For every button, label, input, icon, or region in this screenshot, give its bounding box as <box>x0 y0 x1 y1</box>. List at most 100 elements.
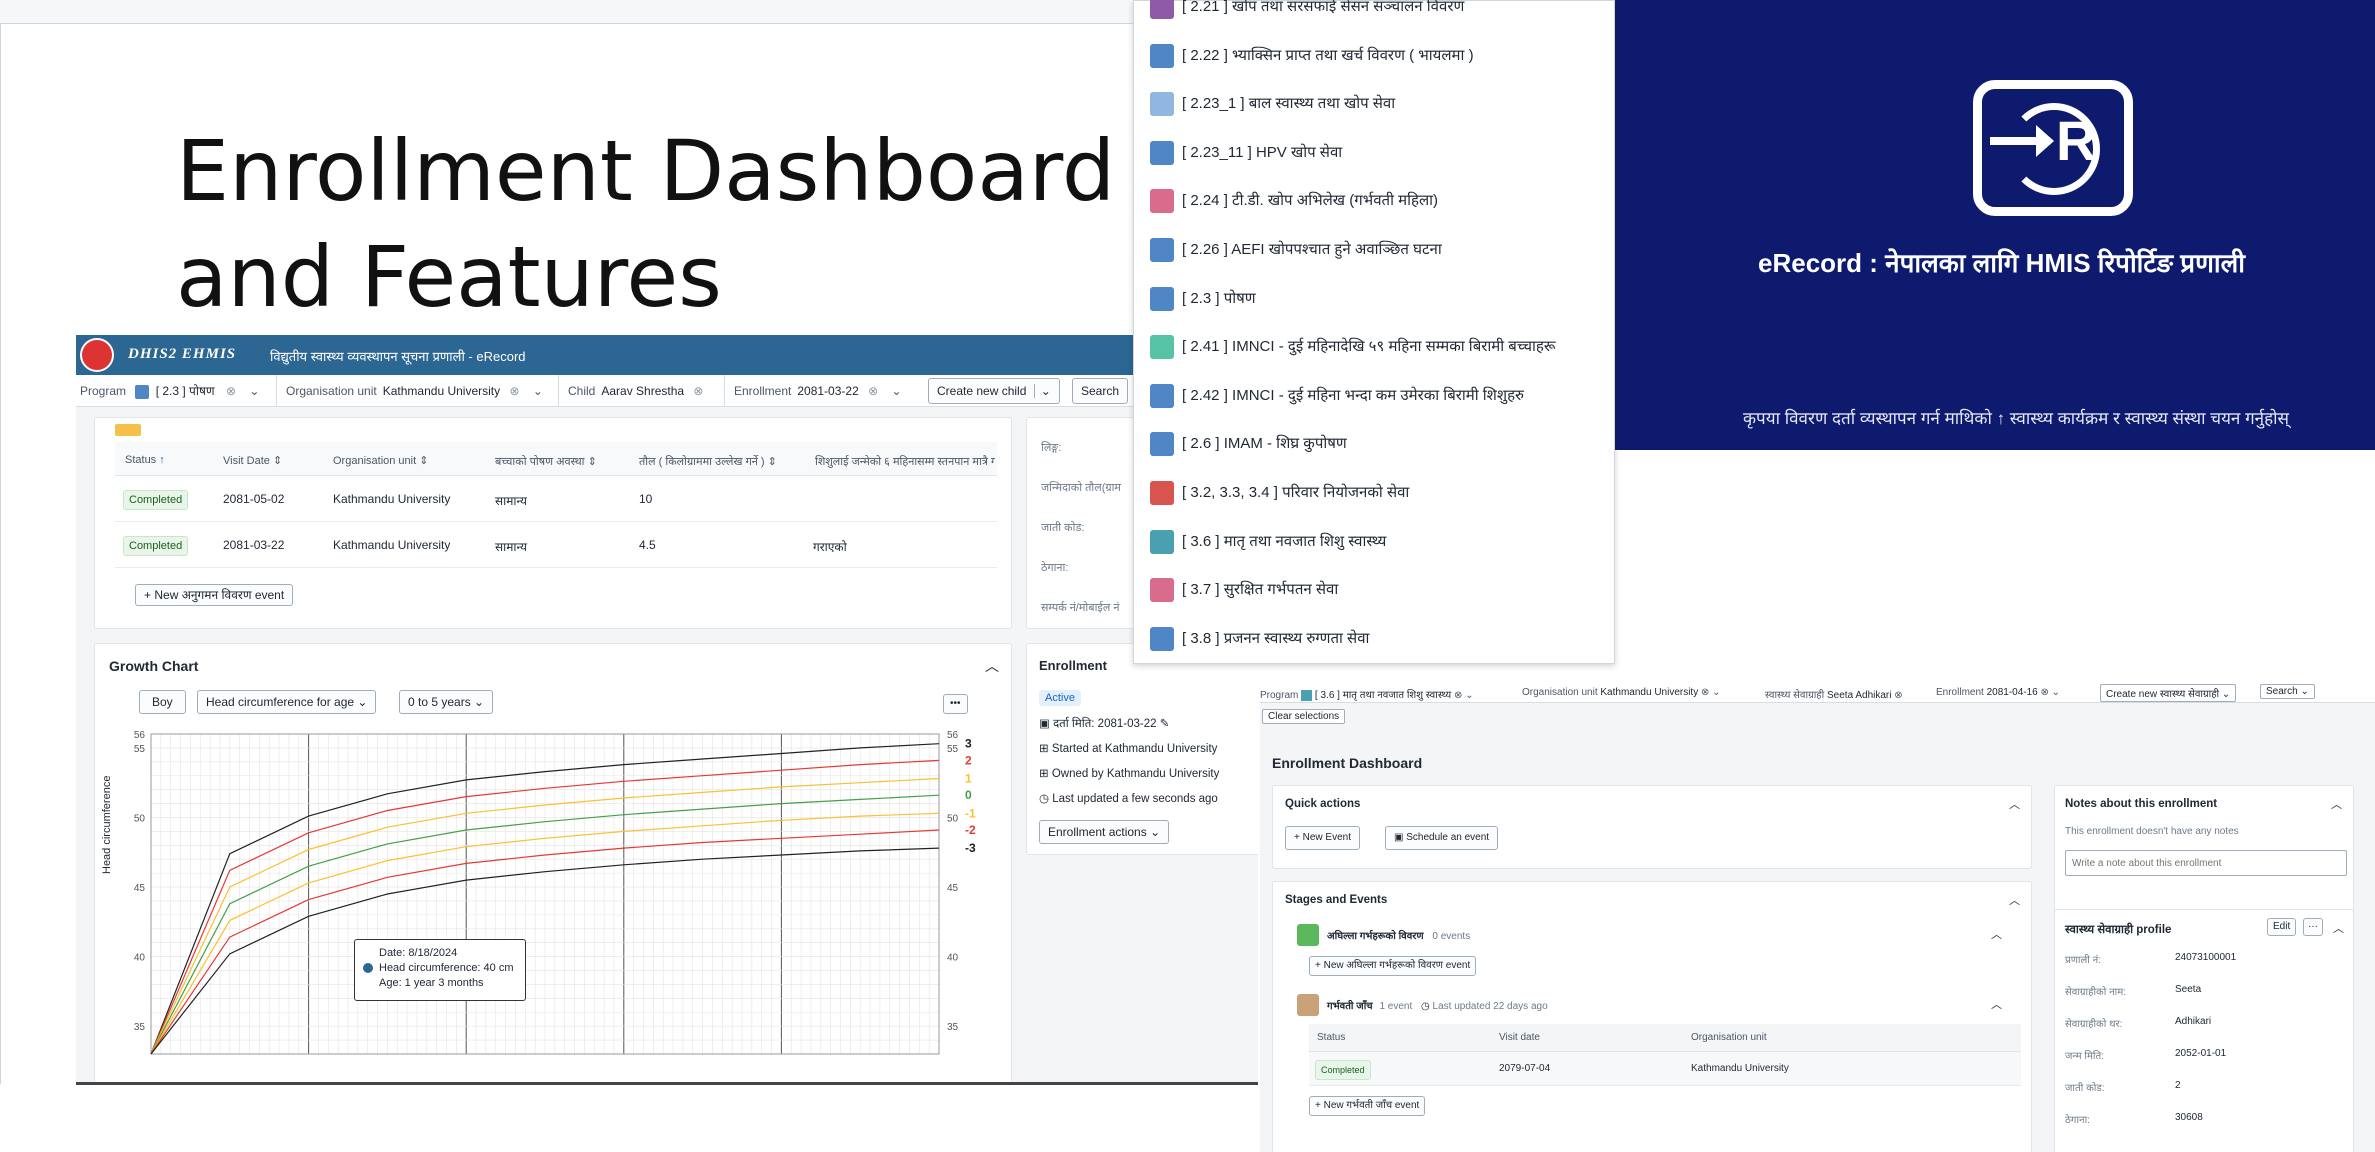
series-line--3 <box>150 847 940 1055</box>
indicator-select[interactable]: Head circumference for age ⌄ <box>197 690 377 714</box>
orgunit-selector[interactable]: Organisation unit Kathmandu University ⊗… <box>1522 687 1721 698</box>
program-menu-item[interactable]: [ 3.6 ] मातृ तथा नवजात शिशु स्वास्थ्य <box>1150 529 1610 555</box>
program-icon <box>1150 92 1174 117</box>
program-icon <box>1150 43 1174 68</box>
y-tick-label: 55 <box>134 744 146 755</box>
events-table-card: Status ↑ Visit Date ⇕ Organisation unit … <box>94 417 1012 629</box>
slide-title: Enrollment Dashboard and Features <box>176 122 1116 326</box>
program-menu-item[interactable]: [ 3.7 ] सुरक्षित गर्भपतन सेवा <box>1150 577 1610 603</box>
org-icon: ⊞ <box>1039 743 1052 755</box>
program-menu-item[interactable]: [ 2.41 ] IMNCI - दुई महिनादेखि ५९ महिना … <box>1150 334 1610 360</box>
series-line-0 <box>150 794 940 1055</box>
program-menu-item[interactable]: [ 2.3 ] पोषण <box>1150 286 1610 312</box>
collapse-icon[interactable]: ︿ <box>2333 923 2344 935</box>
new-followup-event-button[interactable]: + New अनुगमन विवरण event <box>135 584 294 606</box>
new-event-button[interactable]: + New Event <box>1285 826 1360 850</box>
enrollment-selector[interactable]: Enrollment 2081-03-22 ⊗ ⌄ <box>734 384 902 398</box>
age-range-select[interactable]: 0 to 5 years ⌄ <box>399 690 494 714</box>
collapse-icon[interactable]: ︿ <box>2331 799 2342 811</box>
th-status[interactable]: Status ↑ <box>125 454 165 466</box>
series-label: 1 <box>965 772 972 786</box>
new-previous-pregnancy-event-button[interactable]: + New अघिल्ला गर्भहरूको विवरण event <box>1309 956 1477 976</box>
program-dropdown-menu: [ 2.21 ] खोप तथा सरसफाई सेसन सञ्चालन विव… <box>1133 0 1615 664</box>
profile-row: प्रणाली नं: 24073100001 <box>2065 952 2237 966</box>
program-menu-item[interactable]: [ 2.42 ] IMNCI - दुई महिना भन्दा कम उमेर… <box>1150 383 1610 409</box>
clear-icon[interactable]: ⊗ <box>693 384 704 398</box>
chevron-down-icon[interactable]: ⌄ <box>891 384 902 398</box>
table-row[interactable]: Completed 2081-03-22 Kathmandu Universit… <box>115 522 997 568</box>
collapse-icon[interactable]: ︿ <box>1991 929 2002 941</box>
table-row[interactable]: Completed 2079-07-04 Kathmandu Universit… <box>1309 1052 2021 1086</box>
more-options-icon[interactable]: ··· <box>2303 918 2323 936</box>
child-selector[interactable]: Child Aarav Shrestha ⊗ <box>568 384 704 398</box>
program-menu-item[interactable]: [ 2.6 ] IMAM - शिघ्र कुपोषण <box>1150 431 1610 457</box>
y-tick-label: 45 <box>134 883 146 894</box>
series-line-2 <box>150 759 940 1055</box>
program-menu-item[interactable]: [ 2.22 ] भ्याक्सिन प्राप्त तथा खर्च विवर… <box>1150 43 1610 69</box>
y-tick-label: 35 <box>947 1022 959 1033</box>
chart-menu-button[interactable]: ••• <box>943 694 968 714</box>
erecord-banner: R eRecord : नेपालका लागि HMIS रिपोर्टिङ … <box>1615 0 2375 450</box>
search-button[interactable]: Search ⌄ <box>2260 684 2315 699</box>
th-weight[interactable]: तौल ( किलोग्राममा उल्लेख गर्ने ) ⇕ <box>639 456 777 468</box>
y-tick-label: 50 <box>947 813 959 824</box>
collapse-icon[interactable]: ︿ <box>2009 799 2020 811</box>
profile-row: सेवाग्राहीको थर: Adhikari <box>2065 1016 2212 1030</box>
enrollment-dashboard-title: Enrollment Dashboard <box>1272 755 1423 771</box>
program-icon <box>1150 189 1174 214</box>
th-visit-date[interactable]: Visit Date ⇕ <box>223 455 283 467</box>
collapse-icon[interactable]: ︿ <box>2009 895 2020 907</box>
erecord-logo-icon: R <box>1973 80 2133 216</box>
stage-header[interactable]: अघिल्ला गर्भहरूको विवरण 0 events <box>1327 931 1471 942</box>
program-menu-item[interactable]: [ 2.23_1 ] बाल स्वास्थ्य तथा खोप सेवा <box>1150 91 1610 117</box>
gender-toggle[interactable]: Boy <box>139 690 186 714</box>
series-label: -3 <box>965 841 976 855</box>
edit-icon[interactable]: ✎ <box>1159 718 1170 730</box>
chevron-down-icon[interactable]: ⌄ <box>249 384 260 398</box>
clear-selections-button[interactable]: Clear selections <box>1262 709 1346 724</box>
create-new-child-button[interactable]: Create new child ⌄ <box>928 378 1060 404</box>
note-input[interactable] <box>2065 850 2347 876</box>
program-menu-item[interactable]: [ 2.24 ] टी.डी. खोप अभिलेख (गर्भवती महिल… <box>1150 188 1610 214</box>
clear-icon[interactable]: ⊗ <box>509 384 520 398</box>
collapse-icon[interactable]: ︿ <box>1991 999 2002 1011</box>
series-label: 3 <box>965 737 972 751</box>
clear-icon[interactable]: ⊗ <box>225 384 236 398</box>
search-button[interactable]: Search <box>1072 378 1129 404</box>
edit-profile-button[interactable]: Edit <box>2267 918 2297 936</box>
banner-instruction: कृपया विवरण दर्ता व्यस्थापन गर्न माथिको … <box>1743 409 2290 428</box>
patient-selector[interactable]: स्वास्थ्य सेवाग्राही Seeta Adhikari ⊗ <box>1765 690 1903 701</box>
th-orgunit[interactable]: Organisation unit ⇕ <box>333 455 429 467</box>
collapse-icon[interactable]: ︿ <box>985 658 999 674</box>
program-selector[interactable]: Program [ 2.3 ] पोषण ⊗ ⌄ <box>80 384 260 399</box>
program-menu-item[interactable]: [ 3.2, 3.3, 3.4 ] परिवार नियोजनको सेवा <box>1150 480 1610 506</box>
y-tick-label: 56 <box>134 730 146 741</box>
create-new-patient-button[interactable]: Create new स्वास्थ्य सेवाग्राही ⌄ <box>2100 684 2237 702</box>
program-menu-item[interactable]: [ 2.26 ] AEFI खोपपश्चात हुने अवाञ्छित घट… <box>1150 237 1610 263</box>
th-nutrition-state[interactable]: बच्चाको पोषण अवस्था ⇕ <box>495 456 597 468</box>
enrollment-widget-title: Enrollment <box>1039 658 1107 673</box>
y-tick-label: 35 <box>134 1022 146 1033</box>
profile-card: स्वास्थ्य सेवाग्राही profile Edit ··· ︿ … <box>2054 909 2354 1152</box>
head-circumference-chart: 35 35 40 40 45 45 50 50 55 55 56 56 3 2 1 0 -1 -2 -3 <box>134 730 976 1055</box>
program-icon <box>1150 626 1174 651</box>
th-breastfeeding[interactable]: शिशुलाई जन्मेको ६ महिनासम्म स्तनपान मात्… <box>815 456 995 468</box>
stage-icon <box>1297 924 1319 946</box>
program-selector[interactable]: Program [ 3.6 ] मातृ तथा नवजात शिशु स्वा… <box>1260 689 1474 701</box>
clear-icon[interactable]: ⊗ <box>868 384 879 398</box>
chevron-down-icon[interactable]: ⌄ <box>532 384 543 398</box>
new-pregnancy-checkup-event-button[interactable]: + New गर्भवती जाँच event <box>1309 1096 1426 1116</box>
calendar-icon: ▣ <box>1039 718 1054 730</box>
table-row[interactable]: Completed 2081-05-02 Kathmandu Universit… <box>115 476 997 522</box>
enrollment-selector[interactable]: Enrollment 2081-04-16 ⊗ ⌄ <box>1936 687 2061 698</box>
enrollment-actions-button[interactable]: Enrollment actions ⌄ <box>1039 820 1170 844</box>
program-menu-item[interactable]: [ 2.21 ] खोप तथा सरसफाई सेसन सञ्चालन विव… <box>1150 0 1610 20</box>
stage-header[interactable]: गर्भवती जाँच 1 event ◷ Last updated 22 d… <box>1327 1001 1548 1012</box>
program-menu-item[interactable]: [ 2.23_11 ] HPV खोप सेवा <box>1150 140 1610 166</box>
schedule-event-button[interactable]: ▣ Schedule an event <box>1385 826 1499 850</box>
program-menu-item[interactable]: [ 3.8 ] प्रजनन स्वास्थ्य रुग्णता सेवा <box>1150 626 1610 652</box>
orgunit-selector[interactable]: Organisation unit Kathmandu University ⊗ … <box>286 384 543 398</box>
program-icon <box>1150 286 1174 311</box>
plus-icon: + <box>1315 1100 1321 1111</box>
chevron-down-icon: ⌄ <box>357 695 368 709</box>
